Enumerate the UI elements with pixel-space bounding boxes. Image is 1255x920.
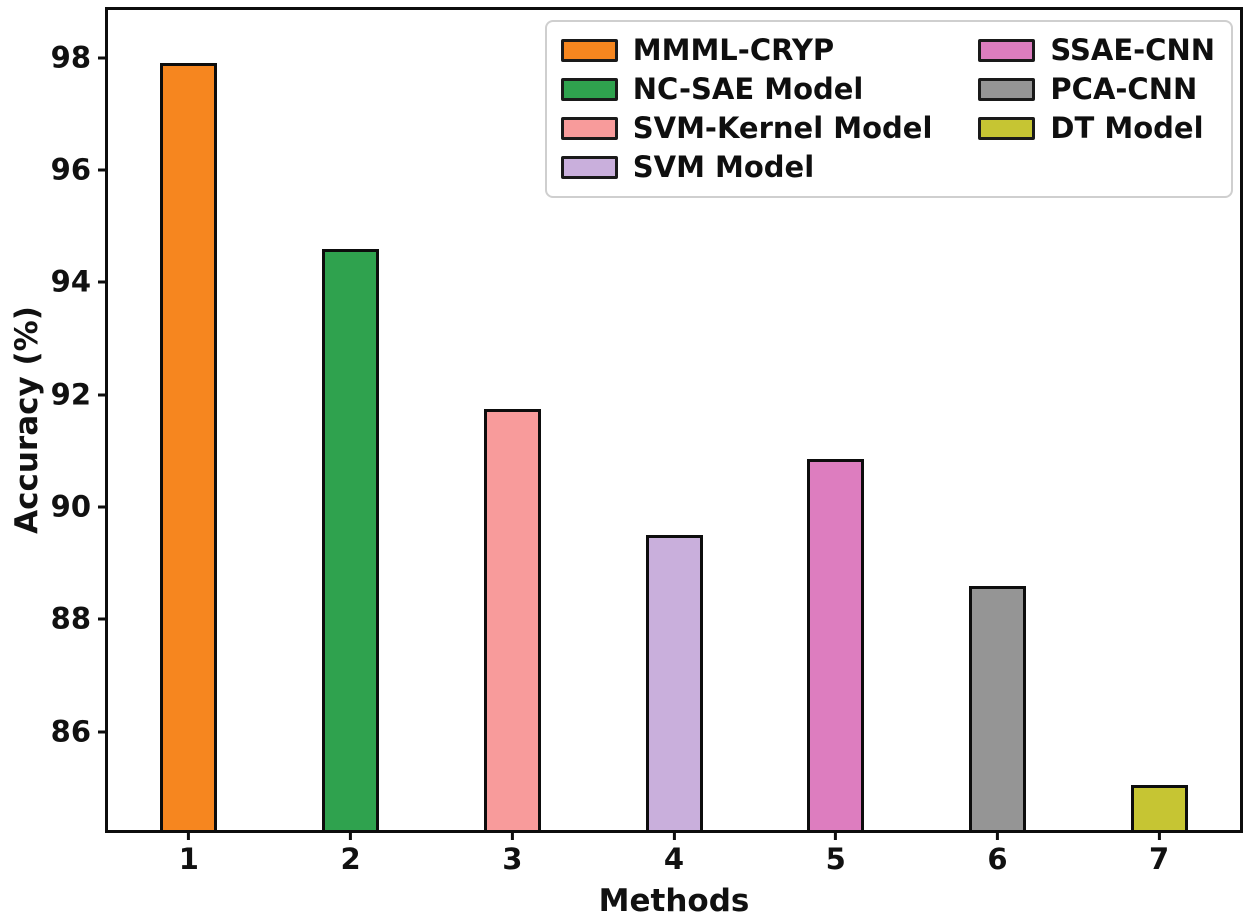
x-tick-label: 1 xyxy=(178,842,199,876)
legend-column-0: MMML-CRYP NC-SAE Model SVM-Kernel Model SVM… xyxy=(560,31,933,187)
x-tick-3: 3 xyxy=(502,830,522,874)
y-tick-94: 94 xyxy=(50,264,108,299)
y-tick-label: 90 xyxy=(50,489,91,524)
x-tick-label: 2 xyxy=(340,842,361,876)
x-tick-label: 3 xyxy=(502,842,523,876)
bar-svm-model xyxy=(645,535,703,830)
x-axis-ticks: 1 2 3 4 5 6 7 xyxy=(108,10,1240,874)
x-tick-mark xyxy=(1157,830,1161,840)
x-tick-mark xyxy=(349,830,353,840)
legend-label: NC-SAE Model xyxy=(632,72,864,106)
legend-label: SVM-Kernel Model xyxy=(632,111,933,145)
x-tick-mark xyxy=(834,830,838,840)
x-tick-7: 7 xyxy=(1149,830,1169,874)
legend-item-dt-model: DT Model xyxy=(978,109,1215,148)
y-tick-mark xyxy=(98,393,108,397)
y-tick-mark xyxy=(98,505,108,509)
y-axis-title: Accuracy (%) xyxy=(9,306,45,534)
legend-item-ssae-cnn: SSAE-CNN xyxy=(978,31,1215,70)
legend-label: PCA-CNN xyxy=(1050,72,1198,106)
x-tick-6: 6 xyxy=(987,830,1008,876)
x-tick-label: 5 xyxy=(825,842,846,876)
y-tick-92: 92 xyxy=(51,380,108,409)
y-tick-label: 92 xyxy=(50,377,91,412)
legend: MMML-CRYP NC-SAE Model SVM-Kernel Model SVM… xyxy=(544,20,1233,198)
x-tick-mark xyxy=(510,830,514,840)
y-tick-98: 98 xyxy=(51,43,108,72)
x-tick-label: 6 xyxy=(987,842,1008,876)
y-tick-label: 88 xyxy=(50,601,91,636)
y-axis-ticks: 86 88 90 92 94 96 98 xyxy=(51,10,1240,830)
x-tick-label: 7 xyxy=(1149,842,1170,876)
x-tick-mark xyxy=(672,830,676,840)
bar-nc-sae-model xyxy=(322,248,380,830)
x-tick-mark xyxy=(995,830,999,840)
legend-column-1: SSAE-CNN PCA-CNN DT Model xyxy=(978,31,1215,187)
bar-svm-kernel-model xyxy=(483,408,541,830)
y-tick-90: 90 xyxy=(50,489,108,524)
y-tick-mark xyxy=(98,730,108,734)
x-tick-mark xyxy=(187,830,191,840)
legend-item-pca-cnn: PCA-CNN xyxy=(978,70,1215,109)
y-tick-label: 86 xyxy=(50,714,91,749)
bar-ssae-cnn xyxy=(807,459,865,830)
y-tick-mark xyxy=(98,617,108,621)
legend-swatch-icon xyxy=(978,39,1036,62)
bar-dt-model xyxy=(1130,785,1188,830)
y-tick-label: 98 xyxy=(50,40,91,75)
legend-label: SVM Model xyxy=(632,150,815,184)
bar-pca-cnn xyxy=(968,585,1026,830)
legend-swatch-icon xyxy=(560,78,618,101)
legend-swatch-icon xyxy=(560,39,618,62)
legend-label: SSAE-CNN xyxy=(1050,33,1215,67)
legend-swatch-icon xyxy=(978,117,1036,140)
legend-item-svm-model: SVM Model xyxy=(560,148,933,187)
x-tick-label: 4 xyxy=(663,842,685,876)
x-tick-2: 2 xyxy=(340,830,361,876)
y-tick-mark xyxy=(98,168,108,172)
legend-swatch-icon xyxy=(978,78,1036,101)
y-tick-label: 94 xyxy=(50,264,91,299)
bars-layer xyxy=(108,10,1240,830)
x-axis-title: Methods xyxy=(598,883,750,919)
x-tick-5: 5 xyxy=(826,830,846,874)
legend-item-mmml-cryp: MMML-CRYP xyxy=(560,31,933,70)
x-tick-4: 4 xyxy=(664,830,684,874)
y-tick-mark xyxy=(98,280,108,284)
legend-swatch-icon xyxy=(560,156,618,179)
y-tick-label: 96 xyxy=(50,152,91,187)
legend-item-nc-sae-model: NC-SAE Model xyxy=(560,70,933,109)
bar-mmml-cryp xyxy=(160,63,218,830)
legend-label: DT Model xyxy=(1050,111,1204,145)
legend-swatch-icon xyxy=(560,117,618,140)
y-tick-88: 88 xyxy=(50,601,108,636)
legend-item-svm-kernel-model: SVM-Kernel Model xyxy=(560,109,933,148)
legend-label: MMML-CRYP xyxy=(632,33,835,67)
y-tick-mark xyxy=(98,56,108,60)
y-tick-86: 86 xyxy=(51,717,108,746)
x-tick-1: 1 xyxy=(179,830,199,874)
y-tick-96: 96 xyxy=(50,152,108,187)
